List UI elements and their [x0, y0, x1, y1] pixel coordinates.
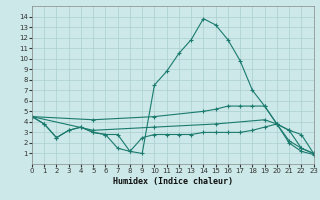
X-axis label: Humidex (Indice chaleur): Humidex (Indice chaleur) — [113, 177, 233, 186]
